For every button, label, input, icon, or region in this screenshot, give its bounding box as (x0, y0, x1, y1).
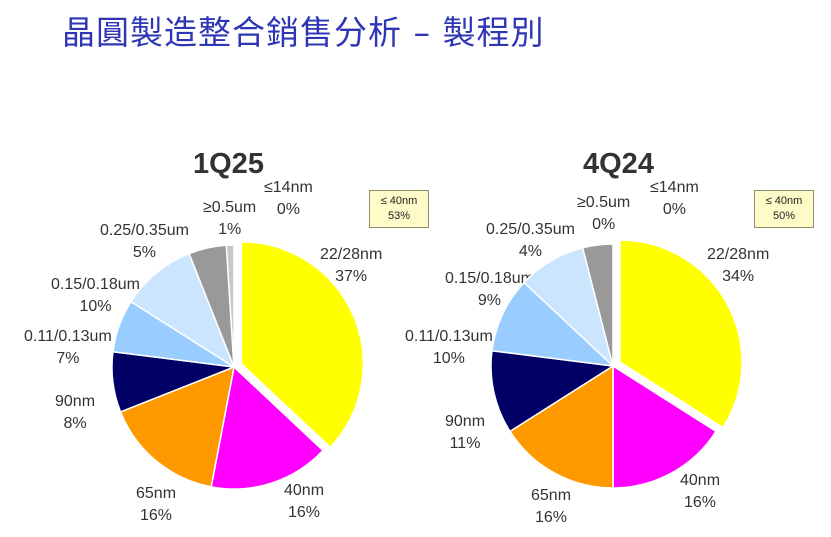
page-title: 晶圓製造整合銷售分析 – 製程別 (62, 13, 545, 52)
pie-chart-1q25 (111, 241, 365, 490)
slice-label-name: 65nm (531, 487, 572, 504)
slice-label-40nm: 40nm 16% (284, 480, 324, 524)
slice-label-value: 9% (477, 292, 502, 309)
slice-label-value: 34% (722, 268, 755, 285)
slice-label-0-5um: ≥0.5um 1% (203, 197, 256, 241)
pie-slice-0-5um (225, 244, 235, 368)
pie-slice-0-11-0-13um (491, 281, 616, 368)
pie-title-1q25: 1Q25 (193, 148, 264, 180)
slice-label-14nm: ≤14nm 0% (264, 177, 313, 221)
note-box-1q25: ≤ 40nm 53% (369, 190, 429, 228)
slice-label-value: 1% (218, 221, 242, 238)
slice-label-value: 5% (132, 244, 157, 261)
pie-title-4q24: 4Q24 (583, 148, 654, 180)
note-line2: 50% (772, 210, 796, 222)
slice-label-name: ≤14nm (264, 179, 313, 196)
slice-label-22-28nm: 22/28nm 37% (320, 244, 382, 288)
pie-chart-4q24 (490, 239, 743, 489)
slice-label-name: ≤14nm (650, 179, 699, 196)
slice-label-0-25-0-35um: 0.25/0.35um 5% (100, 220, 189, 264)
slice-label-name: ≥0.5um (577, 194, 631, 211)
pie-slice-65nm (119, 365, 235, 488)
slice-label-name: 90nm (445, 413, 486, 430)
slice-label-value: 16% (535, 509, 568, 526)
pie-slice-40nm (612, 364, 718, 489)
slice-label-name: 22/28nm (320, 246, 383, 263)
note-line1: ≤ 40nm (765, 195, 803, 207)
pie-slice-0-15-0-18um (129, 252, 236, 369)
pie-slice-65nm (508, 364, 614, 489)
slice-label-value: 16% (684, 494, 717, 511)
slice-label-value: 4% (518, 243, 543, 260)
note-box-4q24: ≤ 40nm 50% (754, 190, 814, 228)
pie-slice-40nm (210, 365, 324, 490)
slice-label-90nm: 90nm 11% (445, 411, 485, 455)
slice-label-name: 0.25/0.35um (100, 222, 189, 239)
slice-label-value: 10% (79, 298, 112, 315)
slice-label-65nm: 65nm 16% (531, 485, 571, 529)
slice-label-0-11-0-13um: 0.11/0.13um 7% (24, 326, 112, 370)
slice-label-value: 10% (432, 350, 465, 367)
slice-label-name: 40nm (284, 482, 325, 499)
slice-label-40nm: 40nm 16% (680, 470, 720, 514)
slice-label-value: 16% (288, 504, 321, 521)
pie-slice-0-25-0-35um (581, 243, 614, 367)
slice-label-65nm: 65nm 16% (136, 483, 176, 527)
slice-label-name: 0.11/0.13um (24, 328, 112, 345)
slice-label-0-15-0-18um: 0.15/0.18um 9% (445, 268, 534, 312)
slice-label-name: ≥0.5um (203, 199, 257, 216)
pie-slice-22-28nm (619, 239, 743, 429)
slice-label-name: 40nm (680, 472, 721, 489)
slice-label-90nm: 90nm 8% (55, 391, 95, 435)
slice-label-value: 16% (140, 507, 173, 524)
slice-label-value: 37% (335, 268, 368, 285)
slice-label-name: 0.25/0.35um (486, 221, 575, 238)
note-line1: ≤ 40nm (380, 195, 418, 207)
slice-label-0-25-0-35um: 0.25/0.35um 4% (486, 219, 575, 263)
slice-label-value: 0% (662, 201, 686, 218)
slice-label-name: 0.15/0.18um (445, 270, 534, 287)
slice-label-name: 0.15/0.18um (51, 276, 140, 293)
slice-label-value: 7% (56, 350, 80, 367)
slice-label-14nm: ≤14nm 0% (650, 177, 699, 221)
slice-label-value: 11% (449, 435, 481, 452)
slice-label-value: 8% (63, 415, 87, 432)
slice-label-22-28nm: 22/28nm 34% (707, 244, 769, 288)
slice-label-value: 0% (592, 216, 616, 233)
pie-slice-90nm (490, 349, 616, 433)
slice-label-0-15-0-18um: 0.15/0.18um 10% (51, 274, 140, 318)
slice-label-0-5um: ≥0.5um 0% (577, 192, 630, 236)
pie-slice-22-28nm (240, 241, 365, 449)
slice-label-name: 22/28nm (707, 246, 770, 263)
slice-label-name: 0.11/0.13um (405, 328, 493, 345)
slice-label-0-11-0-13um: 0.11/0.13um 10% (405, 326, 493, 370)
slice-label-name: 90nm (55, 393, 96, 410)
slice-label-name: 65nm (136, 485, 177, 502)
slice-label-value: 0% (276, 201, 300, 218)
note-line2: 53% (387, 210, 411, 222)
